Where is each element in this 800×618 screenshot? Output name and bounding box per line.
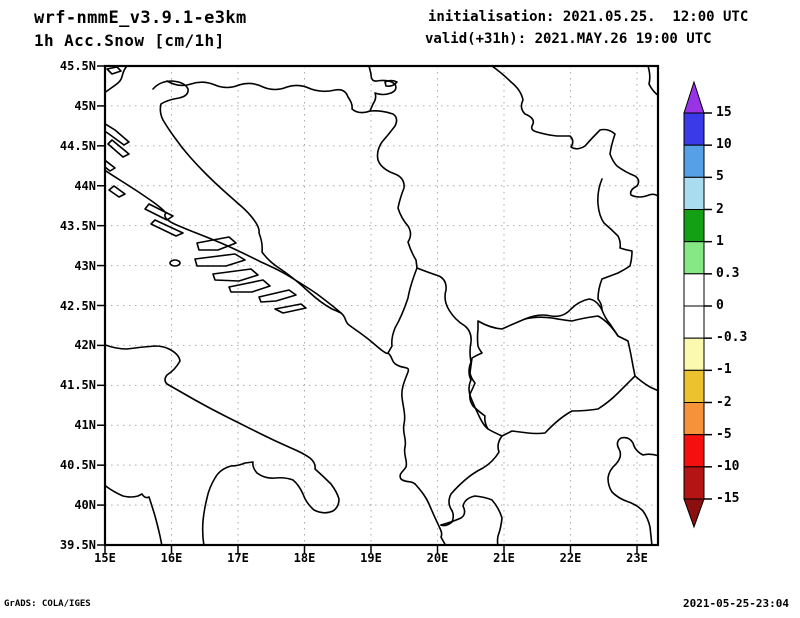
- colorbar-segment: [683, 369, 705, 404]
- lon-tick-label: 17E: [227, 551, 249, 565]
- lon-tick-label: 18E: [293, 551, 316, 565]
- lat-tick-label: 40N: [74, 498, 96, 513]
- island-istria-tip: [106, 66, 122, 75]
- lon-tick-label: 22E: [559, 551, 582, 565]
- colorbar-level-label: 0.3: [716, 265, 740, 281]
- field-title: 1h Acc.Snow [cm/1h]: [34, 31, 225, 50]
- colorbar-level-label: -15: [716, 491, 740, 506]
- lat-tick-label: 44.5N: [59, 138, 96, 153]
- border-danube-north: [368, 66, 397, 112]
- colorbar-segment: [683, 112, 705, 146]
- border-danube-east: [491, 66, 658, 198]
- border-kosovo-serbia: [524, 298, 603, 320]
- colorbar-level-label: -2: [716, 394, 732, 410]
- colorbar-segment: [683, 241, 705, 275]
- island-kvarner-2: [107, 139, 130, 158]
- lat-tick-label: 45.5N: [59, 59, 96, 73]
- lon-tick-label: 23E: [626, 551, 648, 565]
- island-kvarner-3: [105, 159, 116, 172]
- coastline-greece-gulf: [607, 436, 658, 545]
- lat-tick-label: 42N: [74, 338, 96, 353]
- colorbar-segment: [683, 176, 705, 210]
- colorbar: [683, 80, 712, 529]
- lon-tick-label: 16E: [160, 551, 183, 565]
- island-kvarner-4: [108, 185, 126, 198]
- colorbar-segment: [683, 144, 705, 178]
- island-kvarner-1: [105, 122, 130, 146]
- colorbar-level-label: -0.3: [716, 330, 748, 346]
- lat-tick-label: 44N: [74, 178, 96, 193]
- lat-tick-label: 41N: [74, 418, 96, 433]
- colorbar-segment: [683, 305, 705, 339]
- valid-time-label: valid(+31h): 2021.MAY.26 19:00 UTC: [425, 31, 712, 47]
- grid-lines: [105, 66, 658, 545]
- colorbar-segment: [683, 402, 705, 436]
- lat-tick-label: 41.5N: [59, 378, 96, 393]
- lat-tick-label: 43.5N: [59, 218, 96, 233]
- border-north-macedonia: [469, 315, 636, 437]
- border-bulgaria-greece: [634, 375, 658, 392]
- island-dalmatia-small: [169, 259, 181, 267]
- colorbar-level-label: 10: [716, 137, 732, 153]
- lat-tick-label: 40.5N: [59, 458, 96, 473]
- colorbar-level-label: 1: [716, 233, 724, 249]
- grads-credit: GrADS: COLA/IGES: [4, 599, 91, 609]
- lat-tick-label: 42.5N: [59, 298, 96, 313]
- colorbar-level-label: 15: [716, 105, 732, 120]
- island-dalmatia-5: [258, 289, 297, 303]
- border-albania-greece: [440, 435, 503, 527]
- coastline-italy-calabria: [105, 484, 163, 545]
- island-dalmatia-1: [196, 236, 237, 251]
- colorbar-segment: [683, 209, 705, 243]
- colorbar-segment: [683, 434, 705, 468]
- island-dalmatia-3: [212, 268, 259, 282]
- island-dalmatia-2: [194, 253, 246, 267]
- colorbar-level-label: 0: [716, 298, 724, 313]
- coastlines-and-borders: [105, 66, 658, 545]
- colorbar-segment: [683, 273, 705, 307]
- colorbar-level-label: 2: [716, 201, 724, 217]
- lat-tick-label: 43N: [74, 258, 96, 273]
- island-dalmatia-4: [228, 279, 271, 293]
- border-montenegro-kosovo: [416, 267, 489, 430]
- border-fragment-topright: [647, 66, 658, 97]
- lat-tick-label: 45N: [74, 98, 96, 113]
- border-drina: [369, 110, 418, 354]
- coastline-adriatic-east: [105, 169, 447, 545]
- colorbar-above-triangle: [683, 80, 705, 114]
- lon-tick-label: 19E: [360, 551, 382, 565]
- coastline-greece-south: [440, 495, 503, 545]
- island-dalmatia-6: [274, 303, 307, 314]
- colorbar-level-label: -5: [716, 426, 732, 442]
- init-time-label: initialisation: 2021.05.25. 12:00 UTC: [428, 9, 749, 25]
- lat-tick-label: 39.5N: [59, 538, 96, 552]
- border-croatia-bosnia: [152, 80, 342, 314]
- island-zadar-2: [150, 219, 184, 237]
- island-fragment-north: [384, 79, 398, 87]
- colorbar-level-label: -10: [716, 458, 740, 474]
- border-sava: [166, 80, 371, 114]
- lon-tick-label: 21E: [493, 551, 515, 565]
- coastline-italy: [105, 343, 340, 545]
- colorbar-segment: [683, 337, 705, 371]
- axis-ticks: [97, 65, 638, 553]
- lon-tick-label: 15E: [94, 551, 116, 565]
- border-serbia-bulgaria: [597, 178, 633, 337]
- colorbar-below-triangle: [683, 498, 705, 529]
- lon-tick-label: 20E: [426, 551, 449, 565]
- model-title: wrf-nmmE_v3.9.1-e3km: [34, 8, 247, 28]
- creation-timestamp: 2021-05-25-23:04: [683, 597, 789, 610]
- colorbar-level-label: -1: [716, 362, 732, 378]
- coastline-istria: [105, 66, 128, 94]
- colorbar-segment: [683, 466, 705, 500]
- colorbar-level-label: 5: [716, 169, 724, 185]
